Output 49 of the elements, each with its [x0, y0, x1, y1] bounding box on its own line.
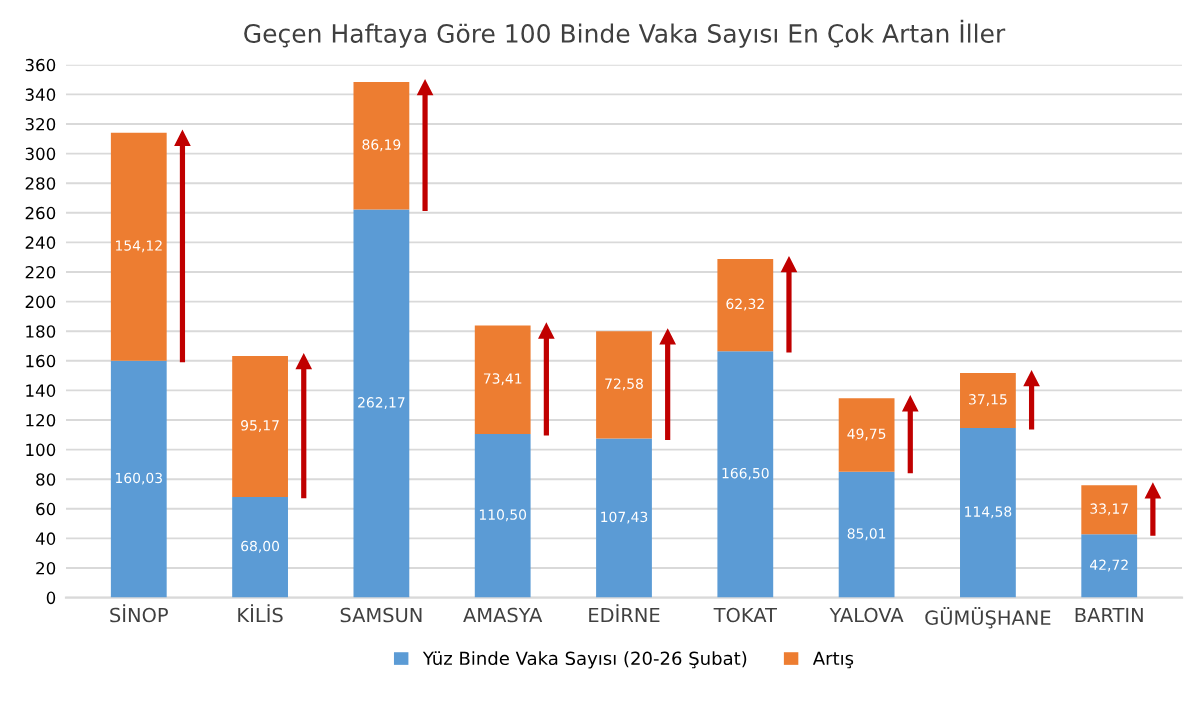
- y-tick-label: 220: [25, 265, 56, 279]
- bar: [717, 351, 774, 598]
- y-tick-label: 200: [25, 295, 56, 309]
- y-tick-label: 320: [25, 117, 56, 131]
- bar: [353, 82, 410, 210]
- x-tick-label: AMASYA: [463, 607, 543, 623]
- y-tick-label: 280: [25, 177, 56, 190]
- x-tick-label: BARTIN: [1075, 607, 1143, 623]
- bar: [596, 438, 652, 598]
- y-tick-label: 80: [36, 473, 56, 486]
- y-tick-label: 180: [26, 325, 56, 338]
- y-tick-label: 60: [36, 502, 56, 516]
- y-tick-label: 0: [46, 591, 56, 605]
- y-tick-label: 340: [25, 88, 56, 101]
- bar: [232, 496, 288, 598]
- x-tick-label: SİNOP: [110, 604, 168, 623]
- x-tick-label: KİLİS: [238, 604, 283, 623]
- y-tick-label: 140: [26, 384, 56, 397]
- bar: [353, 209, 410, 598]
- bar: [1081, 534, 1138, 598]
- bar: [960, 373, 1016, 429]
- x-tick-label: GÜMÜŞHANE: [925, 607, 1051, 629]
- legend-label: Artış: [812, 651, 854, 669]
- bar: [596, 331, 652, 439]
- bar: [110, 360, 167, 598]
- y-tick-label: 260: [25, 206, 56, 220]
- chart-title: Geçen Haftaya Göre 100 Binde Vaka Sayısı En Çok Artan İller: [244, 19, 1006, 48]
- bar: [838, 471, 895, 598]
- y-tick-label: 160: [26, 354, 56, 368]
- bar: [232, 356, 288, 497]
- bar: [960, 428, 1016, 598]
- legend-label: Yüz Binde Vaka Sayısı (20-26 Şubat): [422, 651, 747, 669]
- x-tick-label: SAMSUN: [340, 607, 422, 623]
- y-tick-label: 120: [26, 413, 56, 427]
- bar: [474, 325, 531, 435]
- x-tick-label: EDİRNE: [589, 604, 660, 623]
- bar: [838, 398, 895, 472]
- y-tick-label: 20: [36, 561, 56, 575]
- x-tick-label: TOKAT: [713, 607, 777, 623]
- x-tick-label: YALOVA: [829, 607, 904, 623]
- y-tick-label: 100: [26, 443, 56, 457]
- y-tick-label: 40: [35, 532, 56, 545]
- bar: [717, 258, 774, 352]
- bar: [110, 132, 167, 361]
- bar: [1081, 485, 1138, 535]
- y-tick-label: 300: [25, 147, 56, 161]
- bar: [474, 434, 531, 598]
- y-tick-label: 240: [25, 236, 56, 249]
- y-tick-label: 360: [25, 58, 56, 72]
